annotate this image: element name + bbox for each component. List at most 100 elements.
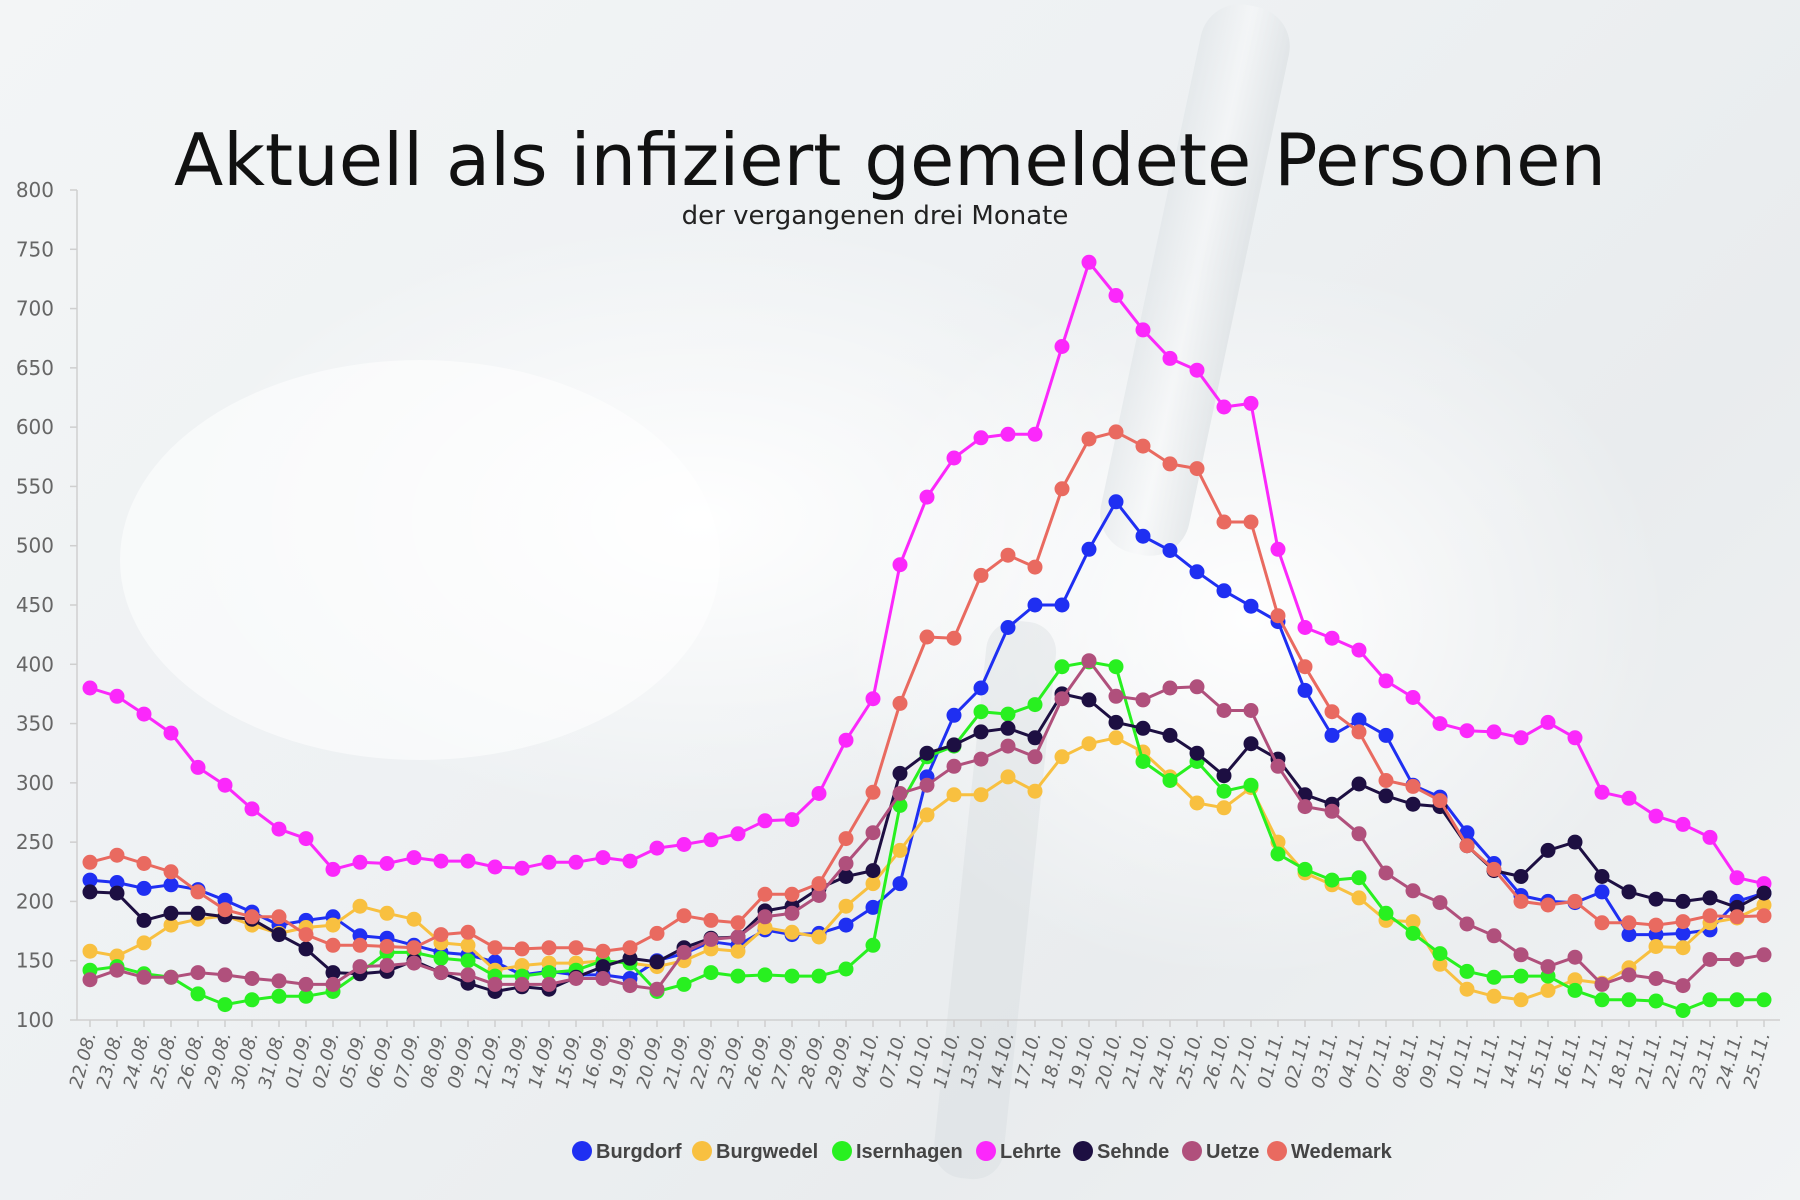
data-point-uetze [217, 967, 233, 983]
data-point-uetze [487, 976, 503, 992]
legend-item-uetze[interactable]: Uetze [1182, 1141, 1259, 1163]
data-point-uetze [784, 905, 800, 921]
data-point-isernhagen [1162, 773, 1178, 788]
data-point-wedemark [298, 927, 314, 943]
data-point-burgwedel [352, 898, 368, 914]
data-point-lehrte [298, 831, 314, 847]
legend-label-burgdorf: Burgdorf [596, 1141, 682, 1163]
data-point-sehnde [1081, 692, 1097, 708]
y-tick-label: 100 [16, 1008, 54, 1032]
data-point-sehnde [1216, 768, 1232, 784]
data-point-lehrte [352, 854, 368, 870]
series-line-sehnde [89, 692, 1765, 993]
data-point-lehrte [1729, 870, 1745, 886]
y-tick-label: 800 [16, 178, 54, 202]
data-point-uetze [1378, 865, 1394, 881]
data-point-isernhagen [1270, 846, 1286, 862]
data-point-burgdorf [1162, 543, 1178, 558]
data-point-lehrte [919, 489, 935, 505]
data-point-burgwedel [892, 842, 908, 858]
data-point-burgdorf [163, 877, 179, 893]
data-point-wedemark [271, 909, 287, 925]
legend-item-sehnde[interactable]: Sehnde [1073, 1141, 1169, 1163]
data-point-uetze [1405, 883, 1421, 899]
data-point-burgwedel [1513, 992, 1529, 1008]
data-point-sehnde [82, 884, 98, 900]
data-point-burgwedel [730, 943, 746, 959]
data-point-isernhagen [1459, 963, 1475, 979]
data-point-burgdorf [1459, 825, 1475, 841]
data-point-burgwedel [1648, 939, 1664, 954]
legend-label-sehnde: Sehnde [1097, 1141, 1169, 1163]
data-point-isernhagen [1567, 982, 1583, 998]
data-point-sehnde [271, 927, 287, 943]
data-point-sehnde [1162, 727, 1178, 743]
data-point-lehrte [1108, 288, 1124, 303]
x-axis-ticks: 22.08.23.08.24.08.25.08.26.08.29.08.30.0… [66, 1020, 1775, 1091]
data-point-burgdorf [1081, 541, 1097, 557]
data-point-sehnde [1189, 745, 1205, 761]
data-point-uetze [271, 973, 287, 989]
data-point-wedemark [838, 831, 854, 847]
data-point-burgdorf [1351, 712, 1367, 728]
data-point-burgwedel [784, 924, 800, 940]
data-point-burgwedel [1756, 897, 1772, 913]
data-point-uetze [1243, 703, 1259, 718]
data-point-burgwedel [1351, 890, 1367, 906]
data-point-burgwedel [865, 876, 881, 892]
data-point-lehrte [379, 856, 395, 871]
data-point-burgdorf [1594, 884, 1610, 900]
legend-label-wedemark: Wedemark [1291, 1141, 1393, 1163]
legend-marker-sehnde [1073, 1141, 1093, 1161]
data-point-uetze [676, 944, 692, 960]
data-point-isernhagen [244, 992, 260, 1008]
data-point-uetze [973, 751, 989, 767]
data-point-sehnde [892, 765, 908, 781]
data-point-lehrte [136, 706, 152, 722]
data-point-wedemark [1270, 608, 1286, 624]
data-point-uetze [1324, 803, 1340, 819]
data-point-lehrte [622, 853, 638, 869]
data-point-sehnde [1594, 869, 1610, 884]
data-point-sehnde [1648, 891, 1664, 907]
data-point-burgwedel [919, 807, 935, 823]
data-point-sehnde [1027, 730, 1043, 746]
y-tick-label: 450 [16, 593, 54, 617]
data-point-wedemark [1081, 431, 1097, 447]
data-point-uetze [1702, 952, 1718, 967]
data-point-lehrte [757, 813, 773, 829]
data-point-burgdorf [109, 875, 125, 890]
data-point-lehrte [541, 854, 557, 870]
data-point-burgdorf [946, 707, 962, 723]
data-point-sehnde [838, 869, 854, 884]
data-point-uetze [1027, 749, 1043, 765]
data-point-uetze [1108, 688, 1124, 704]
data-point-wedemark [190, 884, 206, 900]
data-point-uetze [325, 976, 341, 992]
data-point-burgwedel [811, 929, 827, 945]
data-point-lehrte [811, 786, 827, 801]
data-point-lehrte [1513, 730, 1529, 746]
legend-item-wedemark[interactable]: Wedemark [1267, 1141, 1393, 1163]
data-point-burgdorf [973, 680, 989, 696]
data-point-uetze [379, 958, 395, 973]
legend-label-isernhagen: Isernhagen [856, 1141, 963, 1163]
legend-item-burgwedel[interactable]: Burgwedel [692, 1141, 818, 1163]
data-point-sehnde [649, 954, 665, 970]
data-point-lehrte [703, 832, 719, 848]
data-point-burgdorf [1135, 528, 1151, 544]
data-point-lehrte [1459, 723, 1475, 739]
legend-item-lehrte[interactable]: Lehrte [976, 1141, 1061, 1163]
legend-marker-isernhagen [832, 1141, 852, 1161]
series-uetze [82, 653, 1772, 997]
legend-item-isernhagen[interactable]: Isernhagen [832, 1141, 963, 1163]
data-point-uetze [406, 955, 422, 971]
data-point-burgdorf [1243, 598, 1259, 614]
data-point-lehrte [406, 850, 422, 866]
data-point-uetze [865, 825, 881, 841]
data-point-sehnde [1351, 776, 1367, 792]
y-tick-label: 150 [16, 949, 54, 973]
data-point-lehrte [1135, 322, 1151, 338]
legend-item-burgdorf[interactable]: Burgdorf [572, 1141, 682, 1163]
data-point-lehrte [1351, 642, 1367, 658]
